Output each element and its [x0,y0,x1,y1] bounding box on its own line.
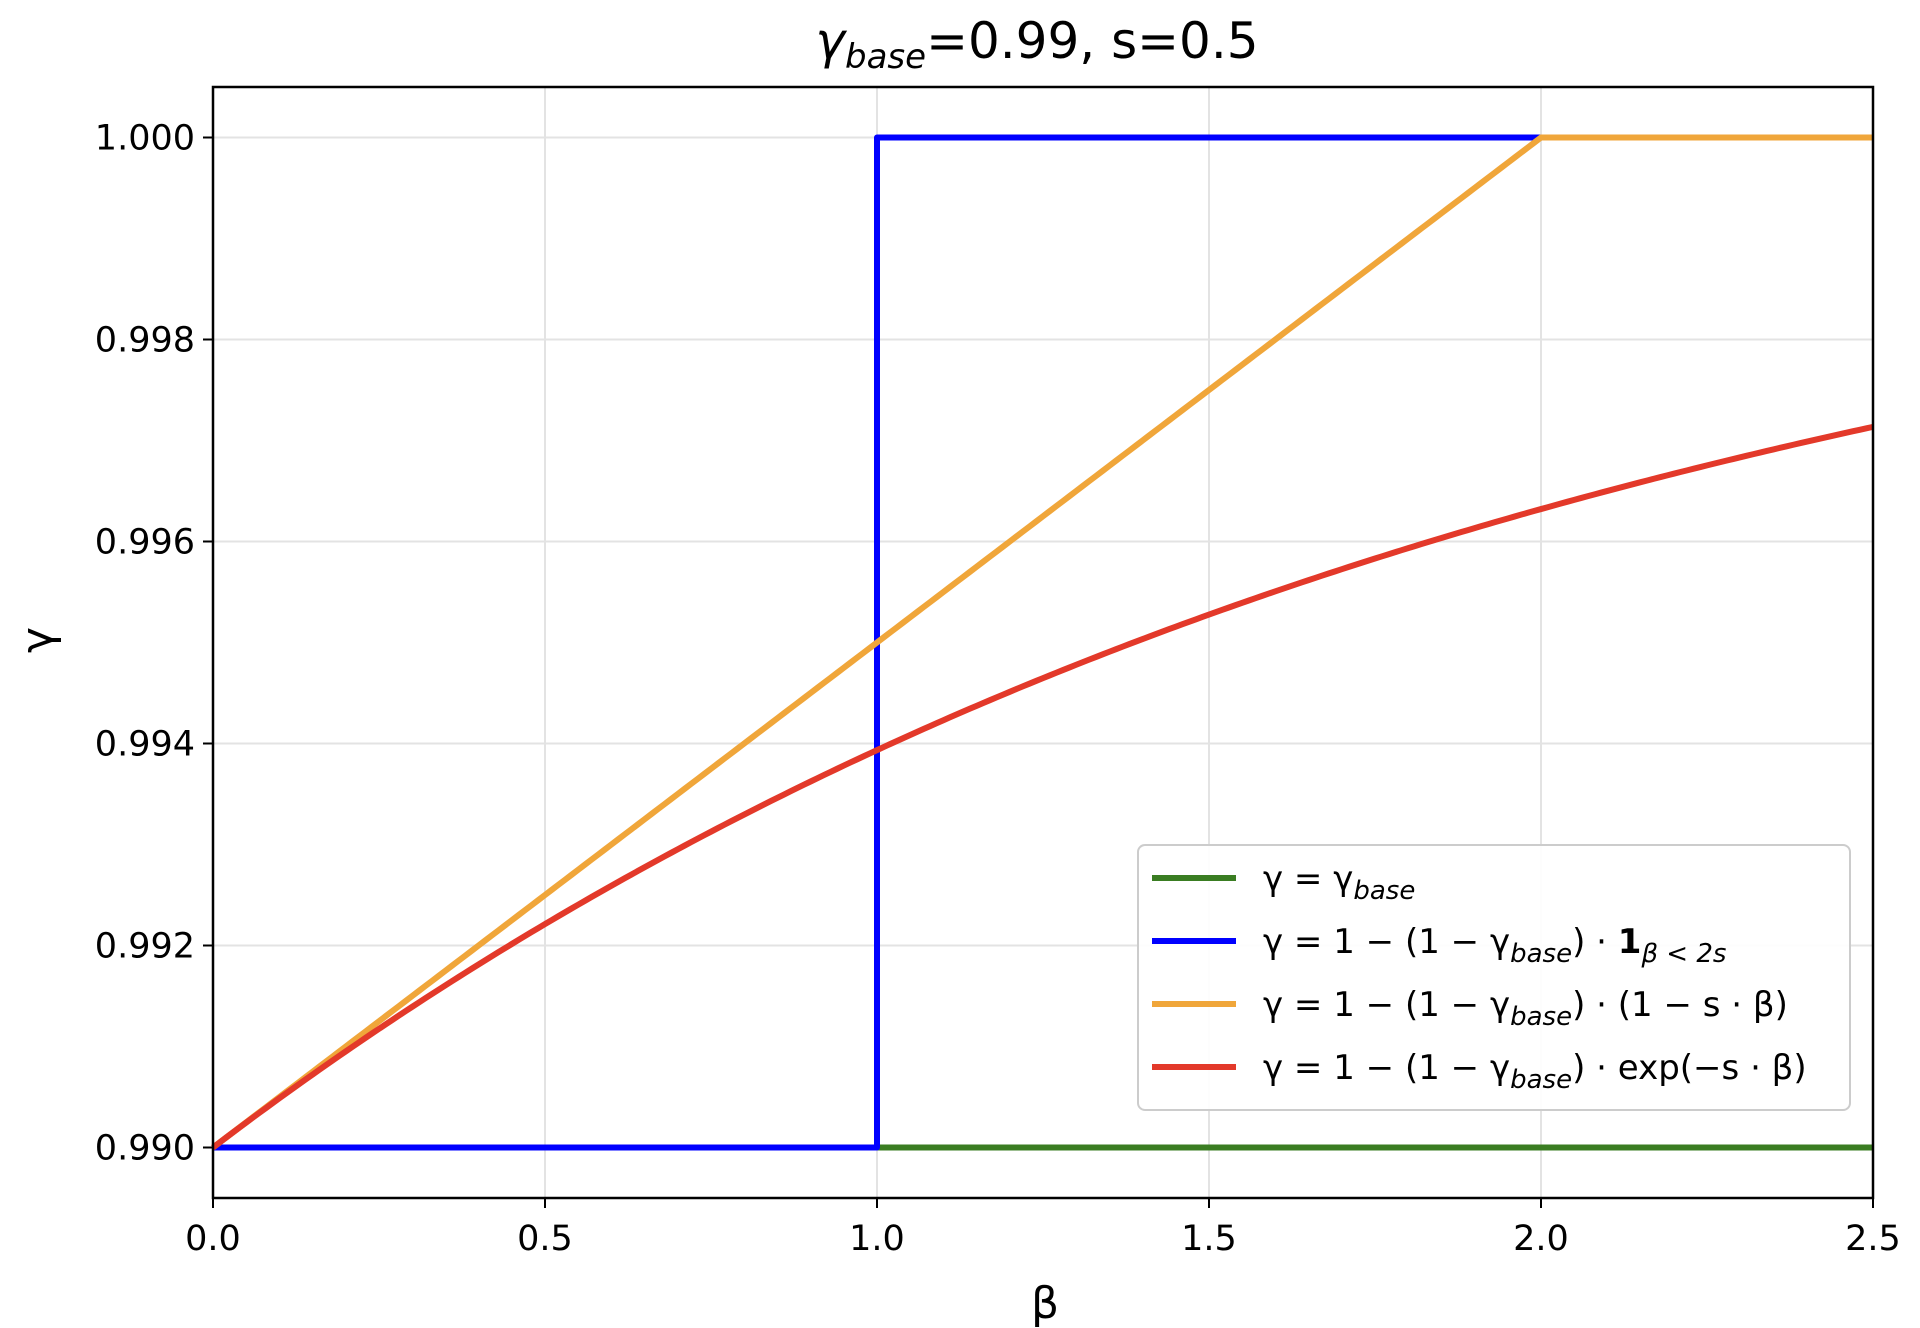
y-axis-label: γ [12,627,63,653]
y-tick-label: 0.990 [95,1129,195,1169]
y-tick-label: 0.998 [95,321,195,361]
title-subscript: base [845,37,926,77]
x-axis-label: β [1031,1278,1059,1328]
y-tick-label: 1.000 [95,119,195,159]
legend-entry: γ = 1 − (1 − γbase) · (1 − s · β) [1263,985,1788,1032]
title-gamma: γ [815,12,847,70]
title-rest: =0.99, s=0.5 [926,12,1258,70]
y-tick-label: 0.994 [95,725,195,765]
series-lines [211,134,1874,1151]
x-tick-label: 1.0 [849,1219,905,1259]
legend-entry: γ = γbase [1263,859,1415,906]
x-tick-label: 2.5 [1845,1219,1901,1259]
legend: γ = γbase γ = 1 − (1 − γbase) · 1β < 2s γ … [1137,844,1851,1111]
legend-entry: γ = 1 − (1 − γbase) · exp(−s · β) [1263,1048,1807,1095]
x-tick-label: 1.5 [1181,1219,1237,1259]
y-tick-label: 0.996 [95,523,195,563]
legend-box [1137,844,1851,1111]
chart-title: γbase=0.99, s=0.5 [815,12,1258,77]
legend-entry: γ = 1 − (1 − γbase) · 1β < 2s [1263,922,1726,969]
x-axis-ticks: 0.0 0.5 1.0 1.5 2.0 2.5 [185,1198,1901,1259]
x-tick-label: 0.5 [517,1219,573,1259]
plot-frame [211,85,1875,1200]
y-tick-label: 0.992 [95,927,195,967]
series-line-3 [211,134,1873,1150]
x-tick-label: 0.0 [185,1219,241,1259]
x-tick-label: 2.0 [1513,1219,1569,1259]
series-line-4 [211,423,1874,1150]
y-axis-ticks: 0.990 0.992 0.994 0.996 0.998 1.000 [95,119,213,1169]
